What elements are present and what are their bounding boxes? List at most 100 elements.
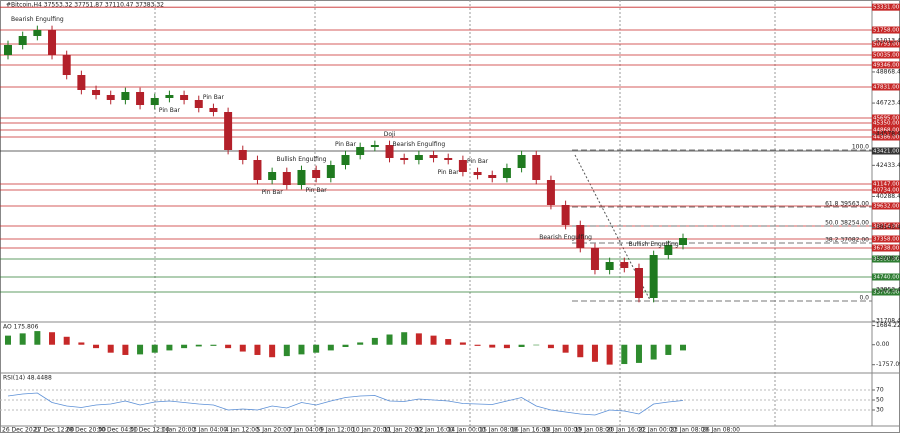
x-tick-label: 10 Jan 20:00 xyxy=(352,427,390,433)
y-tick-label: 38143.40 xyxy=(876,224,900,231)
level-tag xyxy=(872,202,900,210)
candle-body xyxy=(150,97,159,106)
ao-bar xyxy=(283,344,290,357)
x-tick-label: 19 Jan 08:00 xyxy=(575,427,613,433)
pattern-label: Bearish Engulfing xyxy=(539,234,592,241)
candle-body xyxy=(106,95,115,100)
x-tick-label: 12 Jan 16:00 xyxy=(416,427,454,433)
fib-label: 100.0 xyxy=(852,143,869,150)
level-tag xyxy=(872,119,900,127)
candle-body xyxy=(326,165,335,178)
x-tick-label: 20 Jan 16:00 xyxy=(607,427,645,433)
ao-bar xyxy=(503,344,510,349)
ao-bar xyxy=(489,344,496,348)
x-tick-label: 26 Jan 08:00 xyxy=(702,427,740,433)
level-label: 44386.00 xyxy=(873,134,900,140)
candle-body xyxy=(414,155,423,160)
x-tick-label: 5 Jan 20:00 xyxy=(257,427,291,433)
y-tick-label: 0.00 xyxy=(876,341,890,348)
pattern-label: Pin Bar xyxy=(335,141,357,148)
y-tick-label: 42433.40 xyxy=(876,162,900,169)
pattern-label: Bullish Engulfing xyxy=(629,241,679,248)
ao-bar xyxy=(518,344,525,347)
level-label: 47831.00 xyxy=(873,84,900,90)
x-tick-label: 27 Dec 12:00 xyxy=(34,427,75,433)
ao-bar xyxy=(533,344,540,346)
level-tag xyxy=(872,3,900,11)
fib-label: 50.0 38254.00 xyxy=(825,219,869,226)
y-tick-label: 46723.40 xyxy=(876,100,900,107)
pattern-label: Pin Bar xyxy=(159,107,181,114)
y-tick-label: 31708.40 xyxy=(876,317,900,324)
x-tick-label: 16 Jan 16:00 xyxy=(511,427,549,433)
y-tick-label: 48868.40 xyxy=(876,68,900,75)
pattern-label: Doji xyxy=(384,131,396,138)
ao-bar xyxy=(577,344,584,358)
level-label: 39632.00 xyxy=(873,203,900,209)
y-tick-label: 70 xyxy=(876,387,884,394)
ao-bar xyxy=(680,344,686,351)
ao-bar xyxy=(239,344,246,352)
candle-body xyxy=(268,172,277,180)
level-label: 45695.00 xyxy=(873,115,900,121)
candle-body xyxy=(488,175,497,178)
x-tick-label: 3 Jan 04:00 xyxy=(193,427,227,433)
ao-bar xyxy=(591,344,598,362)
level-tag xyxy=(872,273,900,281)
x-tick-label: 23 Jan 08:00 xyxy=(670,427,708,433)
candle-body xyxy=(473,172,482,176)
ao-bar xyxy=(34,331,41,345)
level-tag xyxy=(872,114,900,122)
ao-bar xyxy=(342,344,349,347)
ao-bar xyxy=(107,344,114,353)
ao-bar xyxy=(635,344,642,363)
ao-bar xyxy=(195,344,202,347)
candle-body xyxy=(209,107,218,113)
level-tag xyxy=(872,126,900,134)
candle-body xyxy=(634,267,643,298)
pattern-label: Pin Bar xyxy=(467,158,489,165)
candle-body xyxy=(136,92,145,106)
ao-bar xyxy=(49,332,56,345)
level-label: 45350.00 xyxy=(873,121,900,127)
ao-bar xyxy=(210,344,217,346)
ao-bar xyxy=(63,336,70,345)
level-label: 43421.00 xyxy=(873,149,900,155)
ao-bar xyxy=(665,344,672,355)
pattern-label: Pin Bar xyxy=(203,94,225,101)
x-tick-label: 26 Dec 2021 xyxy=(2,427,41,433)
level-tag xyxy=(872,255,900,263)
ao-bar xyxy=(386,334,393,345)
candle-body xyxy=(605,262,614,270)
level-tag xyxy=(872,133,900,141)
level-label: 38254.00 xyxy=(873,223,900,229)
x-tick-label: 31 Dec 12:00 xyxy=(129,427,170,433)
y-tick-label: 50 xyxy=(876,397,884,404)
level-tag xyxy=(872,244,900,252)
candle-body xyxy=(458,159,467,173)
x-tick-label: 18 Jan 00:00 xyxy=(543,427,581,433)
y-tick-label: 33853.40 xyxy=(876,286,900,293)
candle-body xyxy=(561,205,570,226)
x-tick-label: 30 Dec 04:00 xyxy=(97,427,138,433)
candle-body xyxy=(297,169,306,186)
ao-bar xyxy=(313,344,320,353)
level-label: 50035.00 xyxy=(873,53,900,59)
candle-body xyxy=(620,262,629,268)
fib-label: 38.2 37082.00 xyxy=(825,237,869,244)
x-tick-label: 28 Dec 20:00 xyxy=(66,427,107,433)
ao-bar xyxy=(415,333,422,345)
candle-body xyxy=(679,237,687,246)
level-label: 51758.00 xyxy=(873,27,900,33)
candle-body xyxy=(517,155,526,168)
candle-body xyxy=(590,247,599,270)
pattern-label: Bearish Engulfing xyxy=(393,141,446,148)
ao-bar xyxy=(298,344,305,355)
ao-bar xyxy=(137,344,144,355)
x-tick-label: 15 Jan 08:00 xyxy=(479,427,517,433)
ao-bar xyxy=(430,335,437,345)
rsi-title: RSI(14) 48.4488 xyxy=(3,375,52,382)
candle-body xyxy=(502,167,511,178)
symbol-header: #Bitcoin,H4 37553.32 37751.87 37110.47 3… xyxy=(6,2,164,9)
